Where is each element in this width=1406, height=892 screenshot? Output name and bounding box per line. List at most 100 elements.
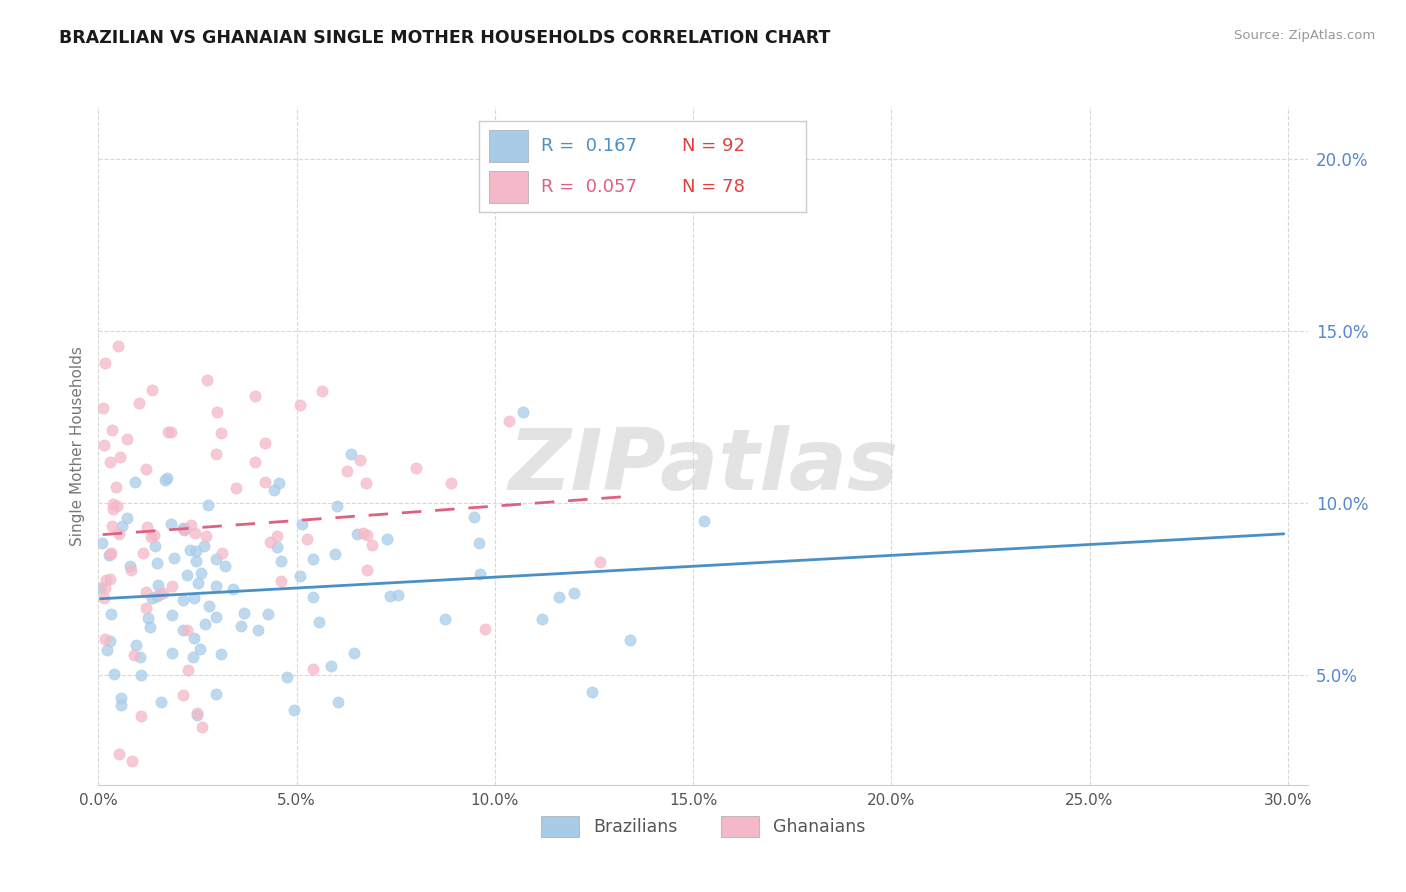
Point: [159, 517, 181, 532]
Point: [183, 631, 205, 645]
Text: BRAZILIAN VS GHANAIAN SINGLE MOTHER HOUSEHOLDS CORRELATION CHART: BRAZILIAN VS GHANAIAN SINGLE MOTHER HOUS…: [59, 29, 831, 46]
Point: [93, 438, 115, 452]
Point: [356, 528, 378, 542]
Point: [129, 709, 152, 723]
Point: [375, 532, 398, 546]
Point: [254, 475, 277, 489]
Point: [94, 573, 117, 587]
Point: [172, 521, 194, 535]
Point: [162, 608, 184, 623]
Point: [111, 519, 134, 533]
Point: [209, 426, 232, 441]
Point: [349, 453, 371, 467]
Point: [581, 685, 603, 699]
Point: [205, 405, 228, 419]
Point: [103, 501, 125, 516]
Point: [135, 585, 157, 599]
Point: [120, 563, 142, 577]
Point: [141, 383, 163, 397]
Point: [186, 554, 208, 568]
Point: [183, 591, 205, 605]
Point: [440, 476, 463, 491]
Point: [138, 620, 160, 634]
Point: [463, 509, 485, 524]
Point: [160, 579, 183, 593]
Point: [152, 586, 174, 600]
Text: Source: ZipAtlas.com: Source: ZipAtlas.com: [1234, 29, 1375, 42]
Point: [190, 566, 212, 580]
Point: [103, 667, 125, 681]
Point: [229, 619, 252, 633]
Point: [98, 634, 121, 648]
Point: [270, 574, 292, 588]
Point: [142, 527, 165, 541]
Point: [100, 518, 122, 533]
Point: [267, 475, 290, 490]
Point: [356, 563, 378, 577]
Point: [105, 499, 128, 513]
Point: [222, 582, 245, 596]
Point: [301, 552, 323, 566]
Point: [143, 539, 166, 553]
Y-axis label: Single Mother Households: Single Mother Households: [69, 346, 84, 546]
Point: [291, 516, 314, 531]
Point: [346, 527, 368, 541]
Point: [191, 719, 214, 733]
Point: [468, 567, 491, 582]
Point: [100, 546, 122, 560]
Point: [474, 622, 496, 636]
Point: [124, 475, 146, 490]
Point: [108, 747, 131, 761]
Point: [153, 473, 176, 487]
Point: [323, 547, 346, 561]
Point: [148, 577, 170, 591]
Point: [467, 535, 489, 549]
Point: [173, 523, 195, 537]
Point: [176, 623, 198, 637]
Point: [180, 518, 202, 533]
Point: [308, 615, 330, 629]
Point: [692, 515, 714, 529]
Point: [297, 532, 319, 546]
Point: [266, 529, 288, 543]
Point: [288, 569, 311, 583]
Point: [204, 609, 226, 624]
Point: [135, 601, 157, 615]
Point: [122, 648, 145, 663]
Point: [353, 526, 375, 541]
Point: [302, 662, 325, 676]
Point: [319, 658, 342, 673]
Point: [253, 436, 276, 450]
Point: [146, 557, 169, 571]
Legend: Brazilians, Ghanaians: Brazilians, Ghanaians: [534, 809, 872, 844]
Point: [214, 558, 236, 573]
Point: [160, 646, 183, 660]
Point: [118, 559, 141, 574]
Point: [177, 663, 200, 677]
Point: [136, 611, 159, 625]
Point: [179, 542, 201, 557]
Point: [98, 572, 121, 586]
Point: [270, 554, 292, 568]
Text: ZIPatlas: ZIPatlas: [508, 425, 898, 508]
Point: [172, 593, 194, 607]
Point: [91, 401, 114, 415]
Point: [174, 522, 197, 536]
Point: [589, 556, 612, 570]
Point: [257, 607, 280, 621]
Point: [204, 687, 226, 701]
Point: [194, 617, 217, 632]
Point: [233, 606, 256, 620]
Point: [176, 568, 198, 582]
Point: [136, 520, 159, 534]
Point: [98, 549, 121, 563]
Point: [184, 543, 207, 558]
Point: [157, 425, 180, 440]
Point: [354, 476, 377, 491]
Point: [163, 551, 186, 566]
Point: [405, 461, 427, 475]
Point: [187, 575, 209, 590]
Point: [283, 702, 305, 716]
Point: [98, 454, 121, 468]
Point: [115, 511, 138, 525]
